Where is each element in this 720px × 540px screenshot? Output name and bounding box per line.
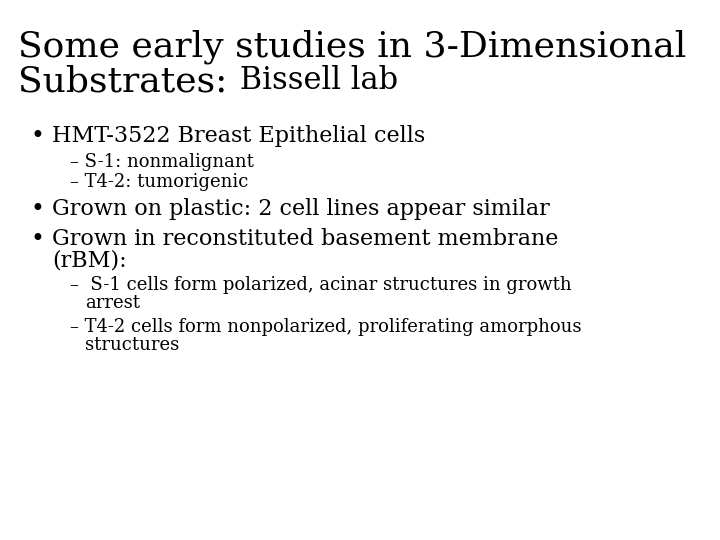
Text: –  S-1 cells form polarized, acinar structures in growth: – S-1 cells form polarized, acinar struc… [70,276,572,294]
Text: – T4-2 cells form nonpolarized, proliferating amorphous: – T4-2 cells form nonpolarized, prolifer… [70,318,582,336]
Text: Grown on plastic: 2 cell lines appear similar: Grown on plastic: 2 cell lines appear si… [52,198,550,220]
Text: •: • [30,228,44,251]
Text: – T4-2: tumorigenic: – T4-2: tumorigenic [70,173,248,191]
Text: structures: structures [85,336,179,354]
Text: Some early studies in 3-Dimensional: Some early studies in 3-Dimensional [18,30,686,64]
Text: Substrates:: Substrates: [18,65,228,99]
Text: – S-1: nonmalignant: – S-1: nonmalignant [70,153,254,171]
Text: •: • [30,198,44,221]
Text: (rBM):: (rBM): [52,250,127,272]
Text: Grown in reconstituted basement membrane: Grown in reconstituted basement membrane [52,228,559,250]
Text: Bissell lab: Bissell lab [230,65,398,96]
Text: HMT-3522 Breast Epithelial cells: HMT-3522 Breast Epithelial cells [52,125,426,147]
Text: arrest: arrest [85,294,140,312]
Text: •: • [30,125,44,148]
